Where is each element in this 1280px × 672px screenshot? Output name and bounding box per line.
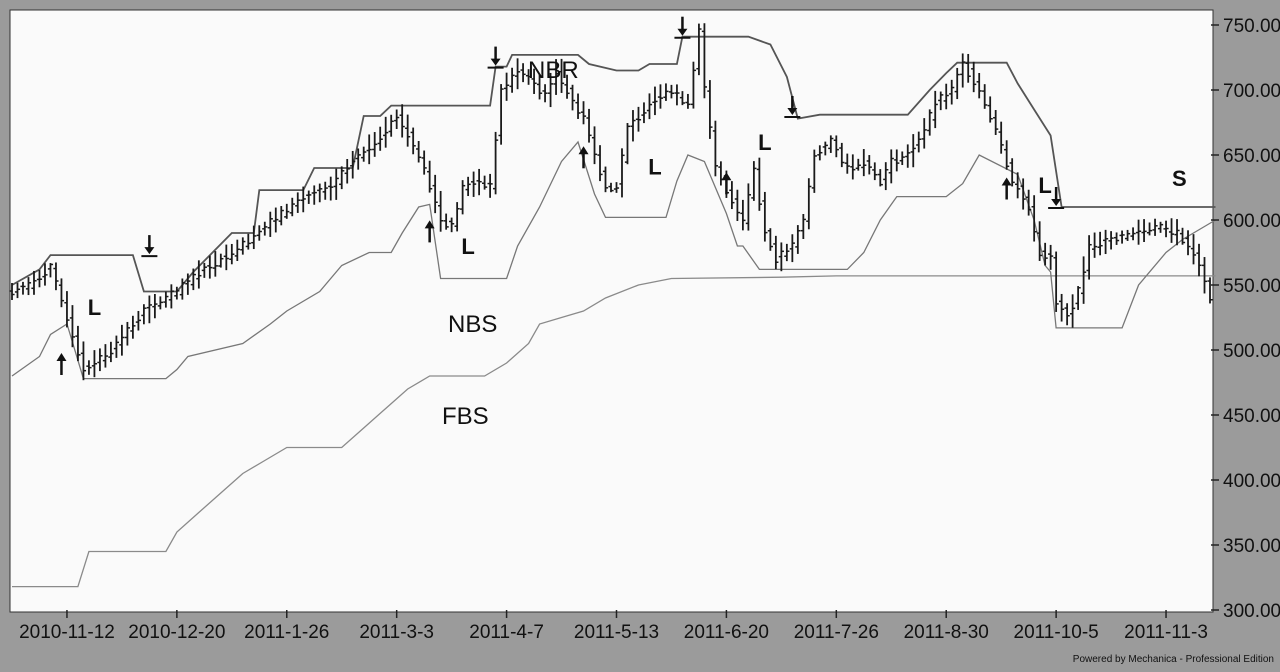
- down-arrow-icon: [1051, 199, 1062, 206]
- y-tick-label: 750.00: [1223, 16, 1280, 37]
- y-tick-label: 600.00: [1223, 211, 1280, 232]
- y-tick-label: 550.00: [1223, 276, 1280, 297]
- up-arrow-icon: [578, 146, 589, 155]
- price-bars-group: [9, 23, 1213, 381]
- y-tick-label: 400.00: [1223, 471, 1280, 492]
- nbr-line: [11, 35, 1216, 293]
- up-arrow-icon: [1001, 177, 1012, 186]
- x-tick-label: 2011-8-30: [904, 622, 989, 643]
- up-arrow-icon: [721, 172, 732, 181]
- x-tick-label: 2011-10-5: [1014, 622, 1099, 643]
- y-tick-label: 450.00: [1223, 406, 1280, 427]
- y-axis: 750.00 700.00 650.00 600.00 550.00 500.00 450.…: [1211, 16, 1280, 622]
- y-tick-label: 300.00: [1223, 601, 1280, 622]
- down-arrow-icon: [677, 28, 688, 36]
- y-tick-label: 350.00: [1223, 536, 1280, 557]
- up-arrow-icon: [56, 353, 67, 361]
- long-signal-label: L: [1038, 173, 1051, 198]
- x-tick-label: 2011-7-26: [794, 622, 879, 643]
- long-signal-label: L: [461, 234, 474, 259]
- y-tick-label: 700.00: [1223, 81, 1280, 102]
- x-tick-label: 2011-4-7: [469, 622, 544, 643]
- x-tick-label: 2011-1-26: [244, 622, 329, 643]
- down-arrow-icon: [490, 58, 501, 66]
- long-signal-label: L: [88, 295, 101, 320]
- nbs-label: NBS: [448, 311, 497, 338]
- x-tick-label: 2010-11-12: [19, 622, 115, 643]
- fbs-line: [12, 275, 1216, 588]
- nbr-line-group: [11, 35, 1216, 293]
- up-arrow-icon: [424, 220, 435, 229]
- nbr-label: NBR: [528, 57, 579, 84]
- short-signal-label: S: [1172, 166, 1187, 191]
- fbs-line-group: [12, 275, 1216, 588]
- y-tick-label: 650.00: [1223, 146, 1280, 167]
- x-axis: 2010-11-12 2010-12-20 2011-1-26 2011-3-3 201…: [19, 610, 1208, 643]
- x-tick-label: 2011-3-3: [359, 622, 434, 643]
- x-tick-label: 2011-5-13: [574, 622, 659, 643]
- x-tick-label: 2010-12-20: [128, 622, 225, 643]
- signal-markers-group: L L L L L: [56, 16, 1065, 375]
- down-arrow-icon: [787, 108, 798, 115]
- long-signal-label: L: [758, 130, 771, 155]
- long-signal-label: L: [648, 155, 661, 180]
- x-tick-label: 2011-11-3: [1124, 622, 1208, 643]
- down-arrow-icon: [144, 247, 155, 255]
- x-tick-label: 2011-6-20: [684, 622, 769, 643]
- y-tick-label: 500.00: [1223, 341, 1280, 362]
- credit-text: Powered by Mechanica - Professional Edit…: [1073, 654, 1274, 665]
- plot-background: [9, 9, 1214, 613]
- fbs-label: FBS: [442, 403, 489, 430]
